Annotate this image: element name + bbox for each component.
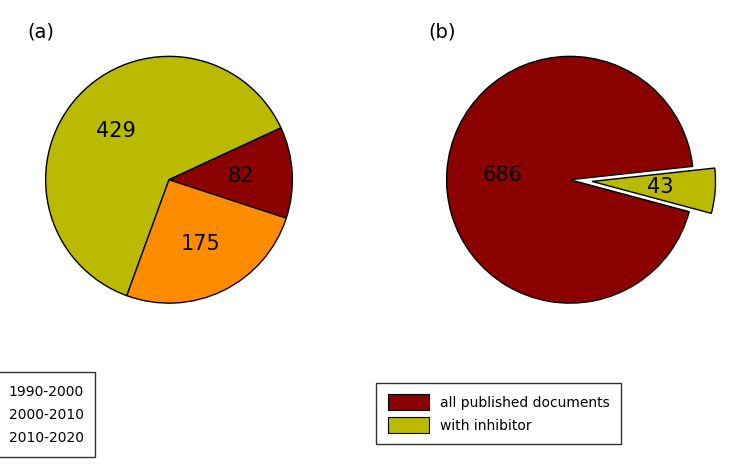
Wedge shape <box>127 180 286 303</box>
Text: (b): (b) <box>428 23 456 42</box>
Text: 686: 686 <box>483 165 522 184</box>
Legend: 1990-2000, 2000-2010, 2010-2020: 1990-2000, 2000-2010, 2010-2020 <box>0 372 95 456</box>
Text: 429: 429 <box>96 122 136 141</box>
Text: (a): (a) <box>27 23 54 42</box>
Wedge shape <box>446 56 692 303</box>
Text: 82: 82 <box>228 166 253 185</box>
Text: 175: 175 <box>180 234 220 254</box>
Legend: all published documents, with inhibitor: all published documents, with inhibitor <box>376 383 621 444</box>
Text: 43: 43 <box>647 176 673 197</box>
Wedge shape <box>592 168 715 213</box>
Wedge shape <box>46 56 281 296</box>
Wedge shape <box>169 128 293 218</box>
